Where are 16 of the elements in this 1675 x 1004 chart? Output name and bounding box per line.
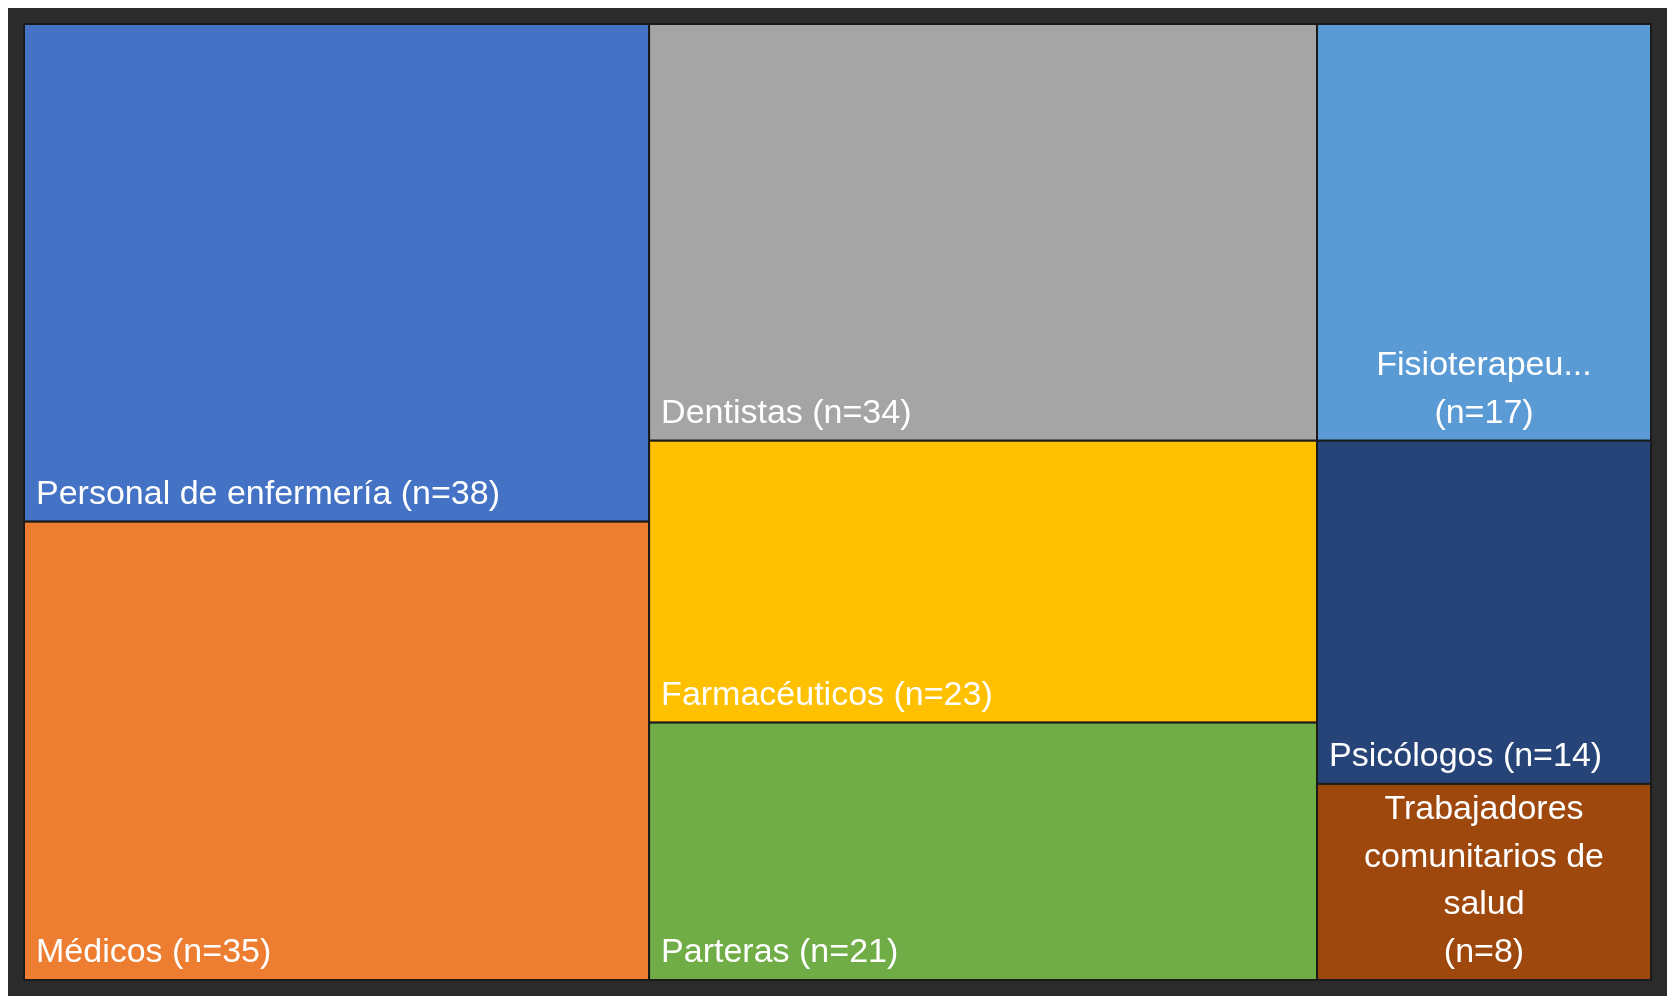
data-label: (n=21) (799, 931, 899, 969)
category-label: Personal de enfermería (36, 472, 392, 511)
data-label: (n=8) (1443, 931, 1525, 969)
category-label: Fisioterapeu... (1376, 344, 1592, 383)
data-label: (n=34) (812, 391, 912, 430)
data-label: (n=17) (1434, 391, 1534, 430)
category-label: Médicos (36, 931, 163, 969)
data-label: (n=14) (1502, 734, 1603, 773)
category-label: Psicólogos (1329, 734, 1494, 773)
category-label: Dentistas (661, 391, 803, 430)
data-label: (n=23) (893, 673, 993, 712)
category-label: Parteras (661, 931, 790, 969)
category-label: Trabajadores comunitarios de salud (1364, 788, 1605, 922)
data-label: (n=35) (172, 931, 272, 969)
category-label: Farmacéuticos (661, 673, 885, 712)
data-label: (n=38) (400, 472, 500, 511)
